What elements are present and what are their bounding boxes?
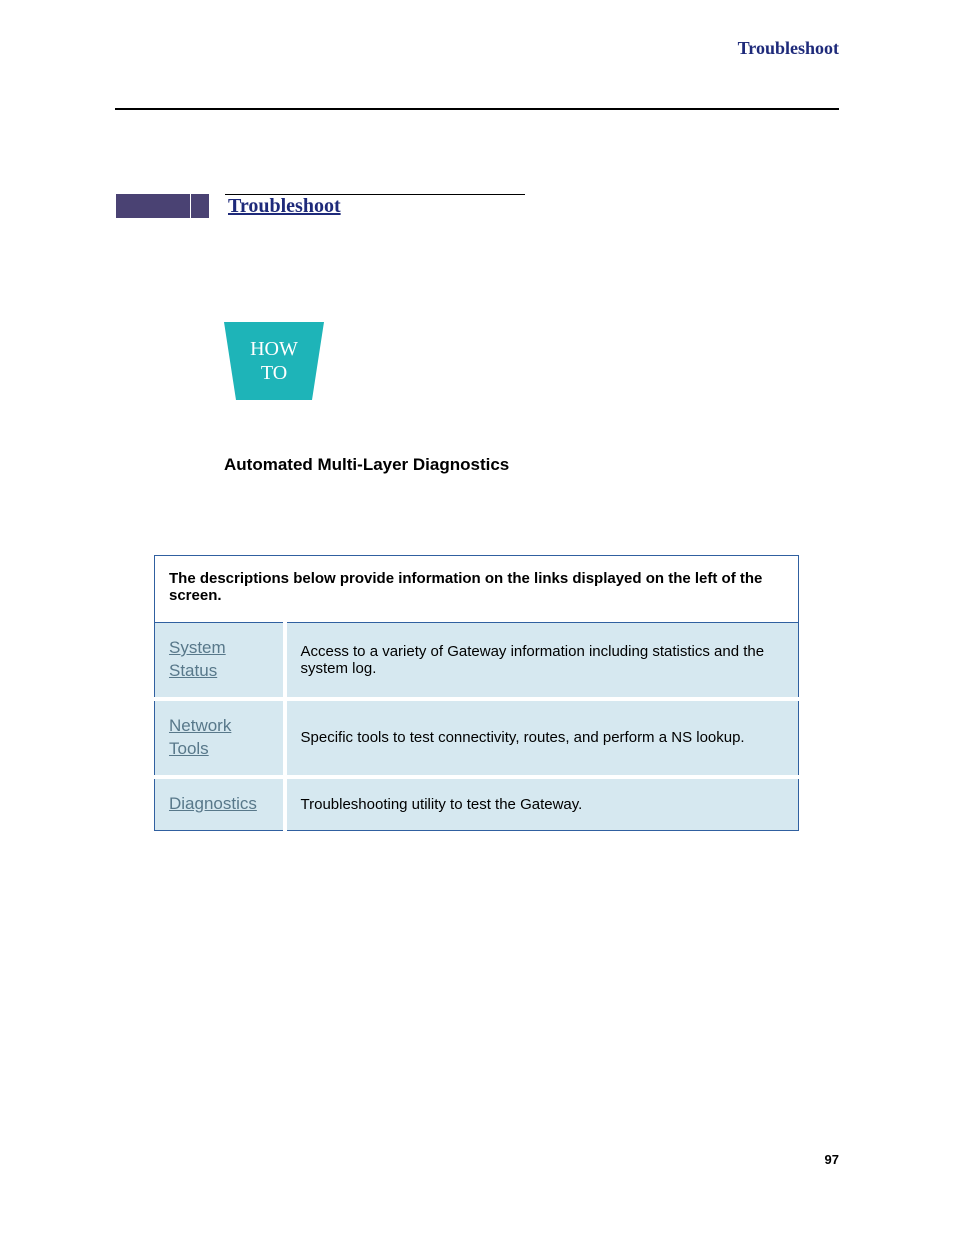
howto-line1: HOW — [250, 337, 298, 361]
table-row: Diagnostics Troubleshooting utility to t… — [155, 777, 799, 830]
table-header-row: The descriptions below provide informati… — [155, 556, 799, 623]
purple-accent-bar — [115, 193, 210, 219]
page-header-title: Troubleshoot — [738, 38, 839, 59]
section-subtitle: Automated Multi-Layer Diagnostics — [224, 455, 509, 475]
page-number: 97 — [825, 1152, 839, 1167]
system-status-link[interactable]: System Status — [169, 637, 269, 683]
system-status-desc: Access to a variety of Gateway informati… — [285, 623, 799, 699]
network-tools-desc: Specific tools to test connectivity, rou… — [285, 699, 799, 777]
diagnostics-desc: Troubleshooting utility to test the Gate… — [285, 777, 799, 830]
table-row: System Status Access to a variety of Gat… — [155, 623, 799, 699]
table-row: Network Tools Specific tools to test con… — [155, 699, 799, 777]
section-row: Troubleshoot — [115, 193, 341, 219]
table-header-text: The descriptions below provide informati… — [155, 556, 799, 623]
header-rule — [115, 108, 839, 110]
howto-badge: HOW TO — [224, 322, 324, 400]
links-description-table: The descriptions below provide informati… — [154, 555, 799, 831]
diagnostics-link[interactable]: Diagnostics — [169, 793, 257, 816]
network-tools-link[interactable]: Network Tools — [169, 715, 269, 761]
howto-line2: TO — [261, 361, 287, 385]
section-title: Troubleshoot — [228, 195, 341, 218]
